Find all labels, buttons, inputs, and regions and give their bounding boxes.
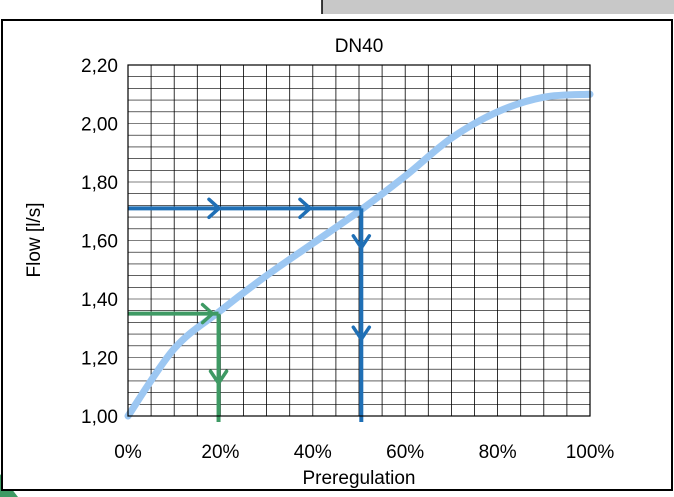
chart-title: DN40 [335,36,384,57]
x-tick-label: 20% [201,442,239,463]
blue-guide-arrow-down [351,325,372,341]
x-tick-label: 40% [294,442,332,463]
tick-labels: 1,00 1,20 1,40 1,60 1,80 2,00 2,20 0% 20% 40% 60% 8… [81,56,614,463]
grid-lines [128,65,590,416]
y-tick-label: 1,80 [81,173,118,194]
blue-guide-arrow-down [351,234,372,250]
blue-guide-arrow-right [298,197,312,220]
blue-guide-arrow-right [207,197,221,220]
x-axis-label: Preregulation [302,468,415,489]
y-tick-label: 1,00 [81,407,118,428]
x-tick-label: 80% [479,442,517,463]
y-tick-label: 1,40 [81,290,118,311]
green-guide-arrow-down [208,369,229,385]
plot-area-border [127,64,591,417]
x-tick-label: 100% [566,442,615,463]
green-guide-arrow-right [200,302,215,325]
y-tick-label: 2,20 [81,56,118,77]
background-panel [322,0,674,14]
x-tick-label: 0% [114,442,142,463]
y-tick-label: 1,20 [81,349,118,370]
flow-curve [124,90,594,420]
series-layer [124,90,594,420]
y-tick-label: 2,00 [81,115,118,136]
y-tick-label: 1,60 [81,232,118,253]
annotation-layer [128,197,372,422]
x-tick-label: 60% [386,442,424,463]
y-axis-label: Flow [l/s] [24,203,45,278]
